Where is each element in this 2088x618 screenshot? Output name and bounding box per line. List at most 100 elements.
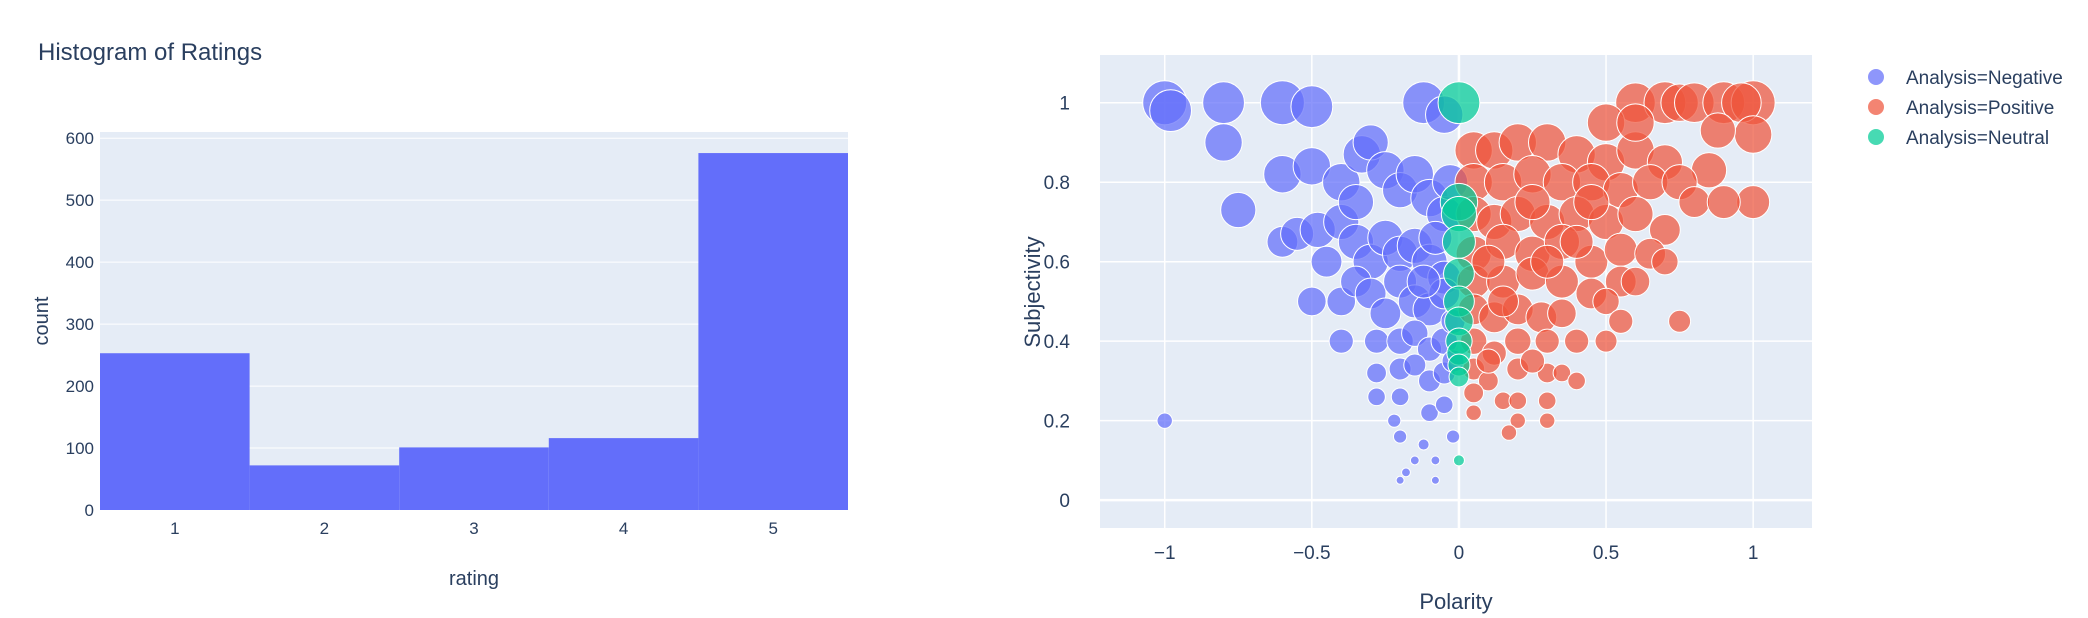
scatter-point: [1367, 387, 1386, 407]
scatter-point: [1409, 455, 1420, 466]
scatter-x-tick-label: 1: [1748, 543, 1759, 564]
histogram-bar: [548, 438, 699, 510]
scatter-points: [1142, 80, 1776, 485]
scatter-point: [1465, 404, 1482, 421]
scatter-point: [1443, 257, 1475, 290]
scatter-point: [1434, 395, 1454, 415]
scatter-point: [1573, 183, 1610, 221]
histogram-y-tick-label: 0: [85, 501, 94, 520]
scatter-point: [1395, 475, 1405, 485]
scatter-point: [1594, 329, 1618, 353]
histogram-x-tick-label: 1: [170, 519, 179, 538]
histogram-title: Histogram of Ratings: [38, 39, 262, 66]
histogram-x-ticks: 1 2 3 4 5: [170, 519, 778, 538]
scatter-y-tick-label: 0: [1059, 491, 1070, 512]
scatter-point: [1514, 183, 1551, 221]
scatter-point: [1448, 366, 1470, 388]
scatter-point: [1310, 245, 1343, 278]
scatter-y-ticks: 0 0.2 0.4 0.6 0.8 1: [1044, 94, 1071, 512]
histogram-y-tick-label: 600: [66, 129, 94, 148]
scatter-point: [1417, 438, 1430, 451]
scatter-point: [1500, 424, 1518, 441]
scatter-point: [1441, 224, 1476, 259]
histogram-y-tick-label: 400: [66, 253, 94, 272]
histogram-x-tick-label: 4: [619, 519, 628, 538]
scatter-point: [1487, 285, 1519, 318]
scatter-point: [1366, 362, 1387, 384]
histogram-x-axis-label: rating: [449, 568, 499, 590]
legend-entry: Analysis=Neutral: [1906, 128, 2049, 149]
scatter-point: [1508, 391, 1528, 411]
scatter-x-tick-label: 0: [1454, 543, 1465, 564]
scatter-point: [1420, 403, 1439, 423]
scatter-legend: Analysis=Negative Analysis=Positive Analys…: [1868, 68, 2063, 149]
scatter-point: [1445, 429, 1461, 444]
scatter-point: [1390, 387, 1410, 407]
histogram-bar: [249, 465, 400, 510]
scatter-series-positive: [1454, 80, 1776, 441]
scatter-point: [1534, 328, 1560, 354]
scatter-point: [1403, 353, 1427, 377]
legend-marker: [1868, 99, 1884, 115]
scatter-point: [1699, 112, 1736, 149]
histogram-x-tick-label: 5: [768, 519, 777, 538]
histogram-bar: [100, 353, 250, 510]
histogram-x-tick-label: 2: [320, 519, 329, 538]
scatter-point: [1452, 454, 1465, 467]
legend-entry: Analysis=Positive: [1906, 98, 2054, 119]
scatter-point: [1547, 298, 1577, 329]
scatter-y-tick-label: 0.8: [1044, 173, 1070, 194]
scatter-point: [1297, 286, 1327, 317]
scatter-point: [1678, 186, 1711, 218]
scatter-point: [1736, 185, 1771, 220]
scatter-y-axis-label: Subjectivity: [1020, 236, 1045, 347]
scatter-point: [1564, 328, 1590, 354]
scatter-point: [1463, 382, 1485, 404]
scatter-point: [1369, 297, 1402, 330]
scatter-point: [1608, 308, 1634, 334]
legend-marker: [1868, 69, 1884, 85]
scatter-point: [1363, 328, 1390, 354]
scatter-point: [1406, 264, 1441, 299]
histogram-chart: Histogram of Ratings 0 100 200 300 400 500 600…: [31, 39, 848, 590]
scatter-point: [1220, 191, 1257, 229]
scatter-point: [1504, 327, 1532, 355]
scatter-x-tick-label: −1: [1154, 543, 1176, 564]
histogram-y-ticks: 0 100 200 300 400 500 600: [66, 129, 94, 520]
scatter-point: [1616, 103, 1655, 142]
scatter-series-neutral: [1437, 81, 1481, 467]
scatter-point: [1539, 412, 1556, 429]
scatter-point: [1592, 287, 1620, 316]
scatter-point: [1651, 247, 1679, 276]
scatter-point: [1706, 185, 1741, 220]
scatter-x-axis-label: Polarity: [1419, 589, 1492, 614]
histogram-y-tick-label: 200: [66, 377, 94, 396]
scatter-point: [1567, 371, 1586, 391]
scatter-point: [1509, 412, 1526, 429]
histogram-bars: [100, 153, 848, 510]
scatter-y-tick-label: 0.4: [1044, 332, 1071, 353]
scatter-y-tick-label: 0.6: [1044, 253, 1070, 274]
scatter-point: [1337, 183, 1375, 221]
histogram-y-tick-label: 500: [66, 191, 94, 210]
scatter-y-tick-label: 0.2: [1044, 412, 1070, 433]
scatter-point: [1603, 232, 1638, 267]
scatter-point: [1202, 81, 1245, 125]
scatter-point: [1430, 475, 1440, 485]
scatter-point: [1290, 85, 1334, 129]
scatter-point: [1620, 266, 1651, 297]
scatter-point: [1475, 348, 1501, 374]
histogram-bar: [399, 447, 549, 510]
scatter-chart: 0 0.2 0.4 0.6 0.8 1 −1 −0.5 0 0.5 1 Polarity Subj…: [1020, 55, 2063, 614]
scatter-point: [1328, 328, 1354, 354]
histogram-y-axis-label: count: [31, 296, 53, 345]
scatter-point: [1519, 348, 1546, 374]
legend-marker: [1868, 129, 1884, 145]
scatter-point: [1648, 213, 1681, 246]
scatter-point: [1617, 195, 1654, 233]
scatter-point: [1733, 115, 1773, 154]
scatter-point: [1430, 455, 1441, 466]
scatter-point: [1156, 412, 1173, 429]
scatter-y-tick-label: 1: [1059, 94, 1070, 115]
